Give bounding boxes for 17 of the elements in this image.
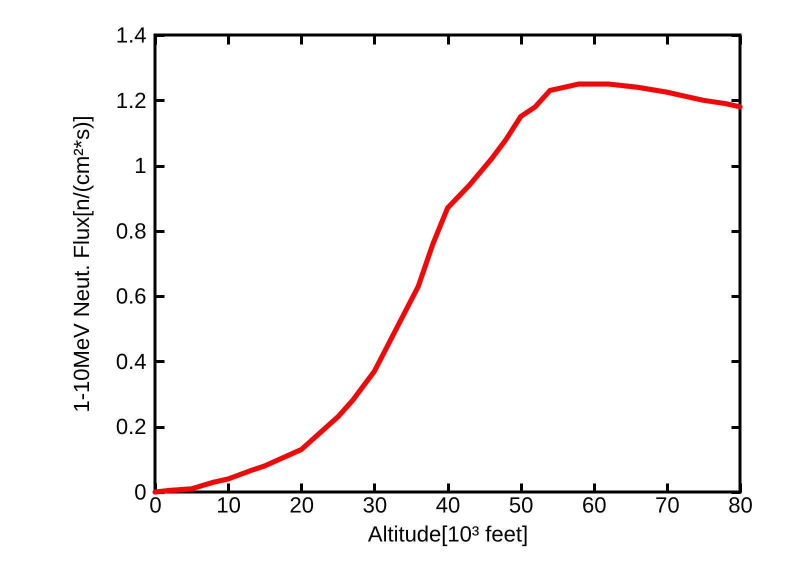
- y-tick-label: 0.4: [116, 348, 146, 374]
- y-tick-label: 0.6: [116, 284, 146, 309]
- y-tick-label: 1.2: [116, 88, 146, 113]
- x-tick-label: 30: [362, 492, 388, 518]
- x-tick-label: 60: [582, 492, 606, 518]
- x-tick-label: 10: [216, 492, 241, 518]
- y-tick-label: 0.2: [116, 414, 146, 440]
- y-tick-label: 0.8: [116, 218, 146, 244]
- y-axis-title: 1-10MeV Neut. Flux[n/(cm²*s)]: [68, 115, 94, 413]
- x-tick-label: 80: [728, 492, 753, 518]
- x-tick-label: 40: [436, 492, 460, 518]
- x-tick-label: 20: [290, 492, 314, 518]
- y-tick-label: 1.4: [116, 22, 146, 48]
- y-tick-label: 1: [134, 153, 146, 178]
- x-axis-title: Altitude[10³ feet]: [368, 522, 528, 546]
- x-tick-label: 70: [655, 492, 680, 518]
- x-tick-label: 50: [508, 492, 534, 518]
